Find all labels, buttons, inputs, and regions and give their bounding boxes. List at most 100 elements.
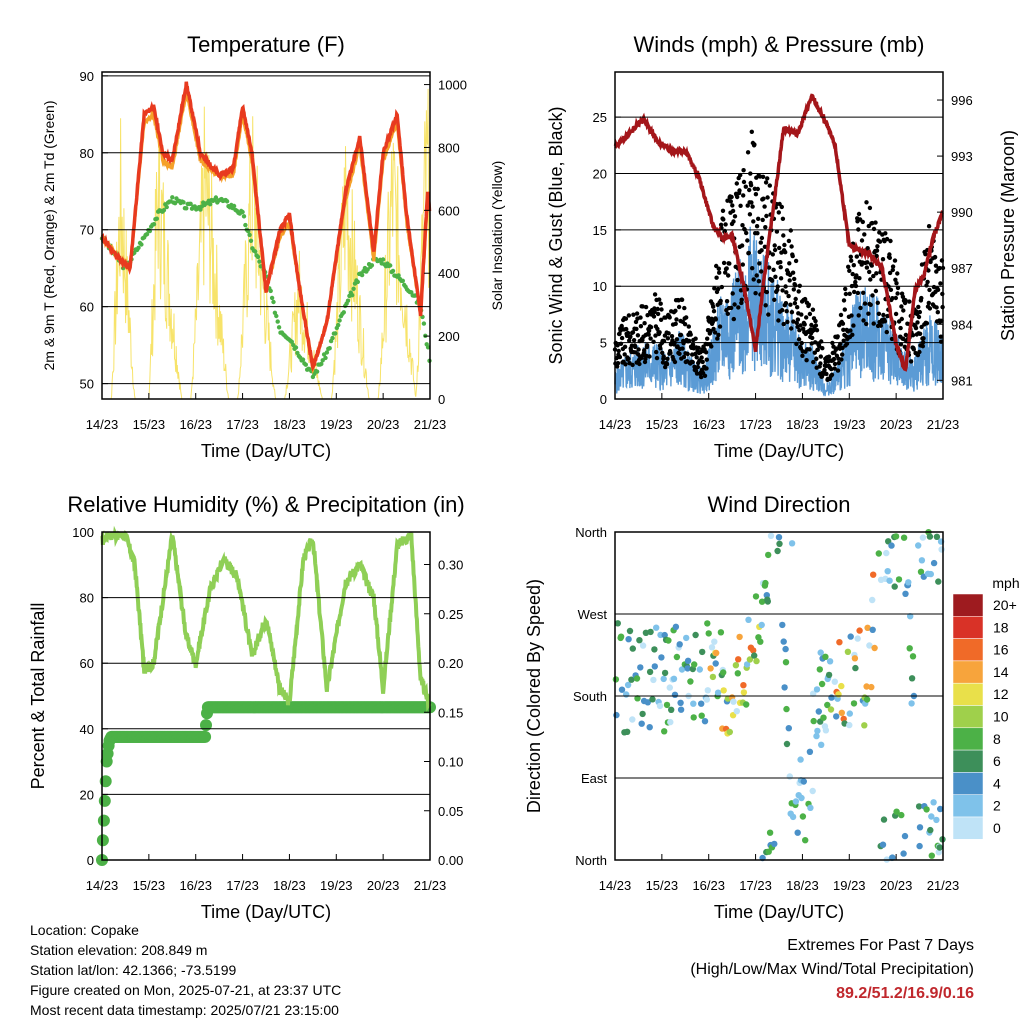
- gust-point: [917, 309, 922, 315]
- wind-direction-point: [708, 644, 716, 651]
- gust-point: [908, 359, 914, 364]
- gust-point: [871, 321, 876, 326]
- gust-point: [800, 353, 805, 358]
- x-tick-label-0-0: 14/23: [86, 417, 119, 432]
- gust-point: [635, 333, 641, 338]
- dewpoint-point: [369, 263, 375, 268]
- gust-point: [841, 338, 846, 343]
- gust-point: [633, 319, 639, 325]
- gust-point: [711, 304, 716, 309]
- gust-point: [687, 338, 692, 344]
- wind-direction-point: [802, 837, 809, 844]
- gust-point: [822, 367, 827, 373]
- gust-point: [859, 238, 865, 243]
- gust-point: [869, 263, 874, 268]
- gust-point: [780, 308, 785, 313]
- wind-direction-point: [661, 728, 668, 735]
- wind-direction-point: [869, 596, 876, 604]
- y-tick-label-2-2: 40: [80, 722, 94, 737]
- gust-point: [634, 311, 640, 316]
- wind-direction-point: [612, 676, 620, 683]
- gust-point: [658, 346, 663, 351]
- wind-direction-point: [870, 571, 877, 578]
- wind-direction-point: [820, 714, 827, 721]
- wind-direction-point: [851, 655, 859, 662]
- wind-direction-point: [799, 813, 807, 820]
- relative-humidity-line: [100, 525, 432, 713]
- precip-point: [97, 814, 110, 827]
- gust-point: [626, 356, 631, 361]
- gust-point: [753, 192, 759, 197]
- chart-title-2: Relative Humidity (%) & Precipitation (i…: [67, 492, 464, 517]
- x-axis-label-0: Time (Day/UTC): [201, 441, 331, 461]
- wind-direction-point: [617, 633, 625, 640]
- wind-direction-point: [774, 547, 781, 555]
- gust-point: [889, 336, 895, 342]
- dewpoint-point: [144, 232, 150, 237]
- gust-point: [709, 344, 714, 349]
- gust-point: [750, 204, 755, 209]
- x-tick-label-3-7: 21/23: [927, 878, 960, 893]
- wind-direction-point: [854, 635, 861, 642]
- wind-direction-point: [625, 636, 632, 643]
- gust-point: [899, 316, 904, 322]
- wind-direction-point: [699, 648, 706, 656]
- gust-point: [711, 326, 716, 332]
- gust-point: [898, 342, 904, 347]
- wind-direction-point: [651, 663, 658, 670]
- dewpoint-point: [355, 279, 360, 285]
- gust-point: [834, 346, 839, 351]
- gust-point: [643, 304, 649, 310]
- gust-point: [646, 328, 652, 333]
- x-tick-label-1-3: 17/23: [739, 417, 772, 432]
- wind-direction-point: [908, 700, 915, 707]
- gust-point: [677, 351, 682, 356]
- gust-point: [729, 305, 734, 311]
- wind-direction-point: [698, 712, 705, 719]
- gust-point: [758, 240, 763, 245]
- gust-point: [770, 252, 775, 257]
- x-tick-label-0-5: 19/23: [320, 417, 353, 432]
- wind-direction-point: [928, 852, 935, 859]
- wind-direction-point: [871, 644, 878, 652]
- wind-direction-point: [905, 579, 912, 586]
- wind-direction-point: [809, 787, 816, 795]
- wind-direction-point: [888, 542, 895, 549]
- wind-direction-point: [639, 642, 647, 649]
- wind-direction-point: [649, 696, 656, 703]
- gust-point: [651, 314, 657, 319]
- gust-point: [868, 277, 873, 282]
- wind-direction-point: [826, 658, 834, 665]
- y-right-tick-label-2-3: 0.15: [438, 705, 463, 720]
- y-tick-label-1-1: 5: [600, 336, 607, 351]
- gust-point: [741, 168, 746, 173]
- wind-direction-point: [827, 706, 835, 713]
- wind-direction-point: [644, 699, 651, 706]
- wind-direction-point: [684, 665, 691, 672]
- gust-point: [854, 273, 859, 278]
- gust-point: [915, 320, 920, 325]
- gust-point: [674, 317, 679, 322]
- gust-point: [916, 304, 921, 310]
- wind-direction-point: [898, 811, 905, 819]
- gust-point: [801, 326, 806, 331]
- gust-point: [795, 317, 801, 322]
- gust-point: [870, 293, 875, 298]
- gust-point: [925, 279, 930, 285]
- dewpoint-point: [208, 202, 213, 207]
- dewpoint-point: [247, 232, 252, 238]
- gust-point: [873, 220, 878, 225]
- gust-point: [883, 231, 888, 236]
- y-right-tick-label-1-0: 981: [951, 373, 973, 388]
- dewpoint-point: [293, 345, 299, 350]
- wind-direction-point: [928, 813, 935, 820]
- wind-direction-point: [816, 666, 823, 673]
- chart-title-1: Winds (mph) & Pressure (mb): [634, 32, 925, 57]
- wind-direction-point: [817, 649, 824, 656]
- dewpoint-point: [390, 268, 396, 274]
- gust-point: [873, 288, 879, 294]
- gust-point: [893, 311, 899, 317]
- wind-direction-point: [828, 694, 835, 701]
- gust-point: [777, 245, 782, 251]
- wind-direction-point: [753, 657, 760, 665]
